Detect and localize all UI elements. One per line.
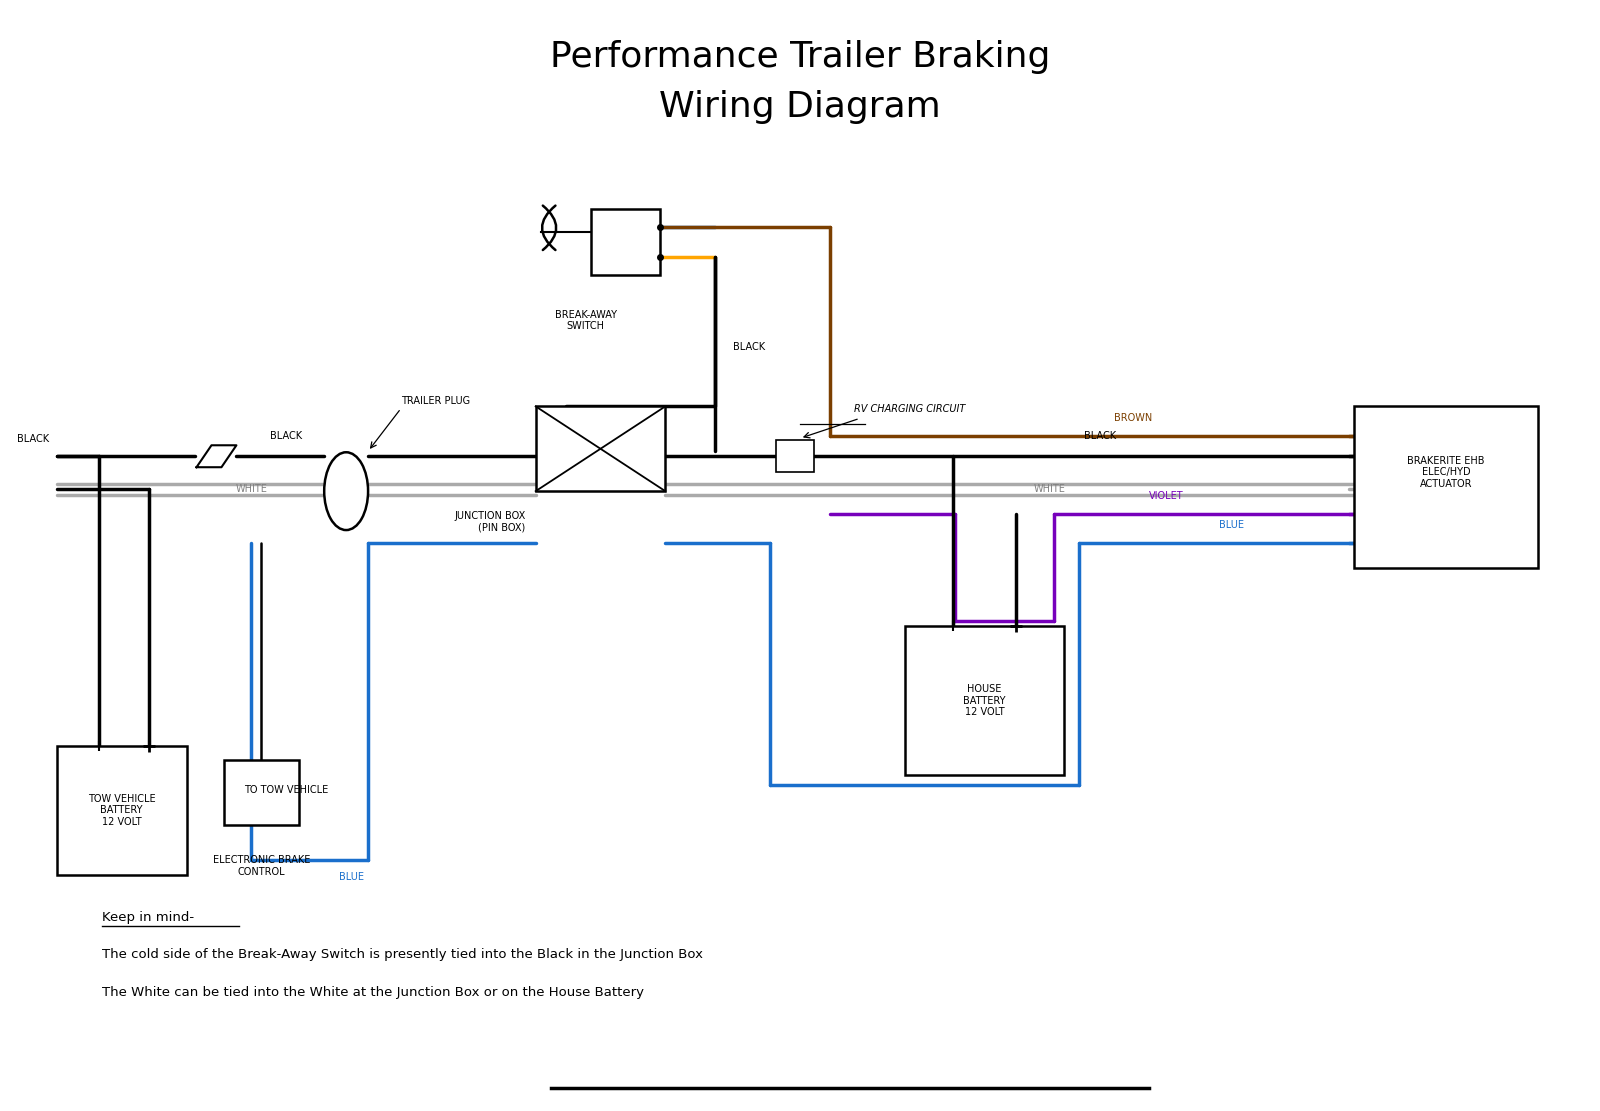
Bar bbox=[1354, 407, 1538, 568]
Bar bbox=[904, 625, 1064, 775]
Text: BRAKERITE EHB
ELEC/HYD
ACTUATOR: BRAKERITE EHB ELEC/HYD ACTUATOR bbox=[1406, 456, 1485, 489]
Bar bbox=[224, 761, 299, 825]
Text: BLACK: BLACK bbox=[270, 431, 302, 441]
Text: WHITE: WHITE bbox=[235, 484, 267, 494]
Text: HOUSE
BATTERY
12 VOLT: HOUSE BATTERY 12 VOLT bbox=[963, 684, 1006, 718]
Text: BROWN: BROWN bbox=[1114, 413, 1152, 423]
Text: TO TOW VEHICLE: TO TOW VEHICLE bbox=[245, 785, 328, 795]
Bar bbox=[590, 209, 661, 274]
Text: Performance Trailer Braking: Performance Trailer Braking bbox=[550, 40, 1050, 74]
Text: Wiring Diagram: Wiring Diagram bbox=[659, 90, 941, 124]
Text: BLUE: BLUE bbox=[1219, 520, 1243, 530]
Text: VIOLET: VIOLET bbox=[1149, 491, 1184, 501]
Text: The White can be tied into the White at the Junction Box or on the House Battery: The White can be tied into the White at … bbox=[102, 987, 643, 1000]
Text: BLACK: BLACK bbox=[1085, 431, 1117, 441]
Bar bbox=[536, 407, 666, 491]
Text: The cold side of the Break-Away Switch is presently tied into the Black in the J: The cold side of the Break-Away Switch i… bbox=[102, 949, 702, 961]
Bar bbox=[776, 440, 814, 472]
Text: ELECTRONIC BRAKE
CONTROL: ELECTRONIC BRAKE CONTROL bbox=[213, 855, 310, 877]
Text: WHITE: WHITE bbox=[1034, 484, 1066, 494]
Text: JUNCTION BOX
(PIN BOX): JUNCTION BOX (PIN BOX) bbox=[454, 511, 526, 532]
Text: TOW VEHICLE
BATTERY
12 VOLT: TOW VEHICLE BATTERY 12 VOLT bbox=[88, 793, 155, 827]
Text: BLUE: BLUE bbox=[339, 872, 363, 882]
Text: TRAILER PLUG: TRAILER PLUG bbox=[402, 397, 470, 407]
Text: BREAK-AWAY
SWITCH: BREAK-AWAY SWITCH bbox=[555, 310, 616, 331]
Text: BLACK: BLACK bbox=[733, 341, 765, 351]
Text: RV CHARGING CIRCUIT: RV CHARGING CIRCUIT bbox=[854, 404, 965, 414]
Polygon shape bbox=[197, 446, 237, 468]
Ellipse shape bbox=[325, 452, 368, 530]
Text: BLACK: BLACK bbox=[16, 434, 50, 444]
Text: Keep in mind-: Keep in mind- bbox=[102, 911, 194, 923]
Bar bbox=[58, 745, 187, 875]
